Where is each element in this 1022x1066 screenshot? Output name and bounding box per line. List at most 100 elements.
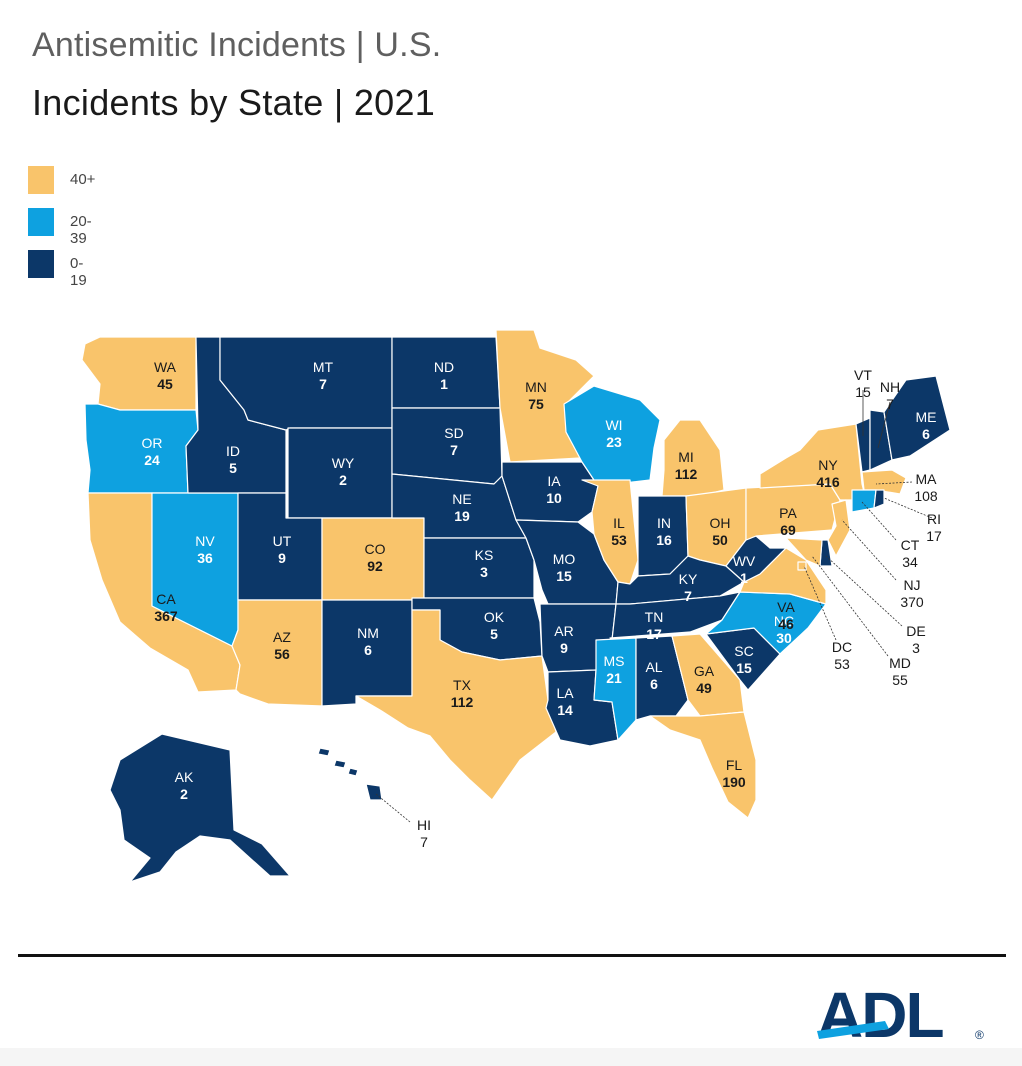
state-label-mo: MO — [553, 551, 576, 567]
state-value-wa: 45 — [157, 376, 173, 392]
state-label-wi: WI — [605, 417, 622, 433]
state-label-sd: SD — [444, 425, 463, 441]
state-value-ky: 7 — [684, 588, 692, 604]
state-label-nv: NV — [195, 533, 215, 549]
state-value-me: 6 — [922, 426, 930, 442]
state-value-ar: 9 — [560, 640, 568, 656]
state-value-ct: 34 — [902, 554, 918, 570]
state-label-mi: MI — [678, 449, 694, 465]
state-shape-ak — [109, 733, 291, 883]
state-label-id: ID — [226, 443, 240, 459]
state-shapes — [81, 329, 951, 883]
state-shape-hi-3 — [347, 767, 359, 777]
leader-line-ct — [861, 501, 897, 541]
state-labels: WA45OR24CA367NV36ID5MT7WY2UT9AZ56CO92NM6… — [142, 359, 942, 850]
state-label-ky: KY — [679, 571, 698, 587]
state-label-il: IL — [613, 515, 625, 531]
state-value-nh: 7 — [886, 396, 894, 412]
state-value-la: 14 — [557, 702, 573, 718]
state-value-il: 53 — [611, 532, 627, 548]
state-value-ma: 108 — [914, 488, 938, 504]
us-state-map: WA45OR24CA367NV36ID5MT7WY2UT9AZ56CO92NM6… — [81, 329, 951, 883]
state-shape-ri — [873, 489, 885, 509]
state-value-ga: 49 — [696, 680, 712, 696]
state-value-ok: 5 — [490, 626, 498, 642]
adl-logo-swoosh — [817, 1021, 889, 1039]
state-value-ak: 2 — [180, 786, 188, 802]
leader-line-de — [825, 555, 903, 627]
state-value-dc: 53 — [834, 656, 850, 672]
state-label-fl: FL — [726, 757, 743, 773]
state-value-nc: 30 — [776, 630, 792, 646]
state-value-de: 3 — [912, 640, 920, 656]
state-value-pa: 69 — [780, 522, 796, 538]
state-shape-il — [581, 479, 639, 585]
state-shape-mi — [661, 419, 725, 497]
state-label-wa: WA — [154, 359, 177, 375]
leader-lines — [375, 390, 933, 823]
state-label-ks: KS — [475, 547, 494, 563]
state-label-hi: HI — [417, 817, 431, 833]
legend-swatch-high — [28, 166, 54, 194]
state-value-wi: 23 — [606, 434, 622, 450]
state-label-la: LA — [556, 685, 574, 701]
state-shape-hi-1 — [317, 747, 331, 757]
state-label-ok: OK — [484, 609, 505, 625]
state-value-id: 5 — [229, 460, 237, 476]
state-value-or: 24 — [144, 452, 160, 468]
state-value-in: 16 — [656, 532, 672, 548]
legend-swatch-mid — [28, 208, 54, 236]
state-value-sc: 15 — [736, 660, 752, 676]
state-label-sc: SC — [734, 643, 753, 659]
state-label-ct: CT — [901, 537, 920, 553]
leader-line-nh — [877, 401, 891, 449]
state-label-mn: MN — [525, 379, 547, 395]
state-label-dc: DC — [832, 639, 852, 655]
state-label-pa: PA — [779, 505, 797, 521]
state-shape-hi-2 — [333, 759, 347, 769]
state-value-ri: 17 — [926, 528, 942, 544]
state-label-nc: NC — [774, 613, 794, 629]
state-value-oh: 50 — [712, 532, 728, 548]
state-label-or: OR — [142, 435, 163, 451]
state-label-vt: VT — [854, 367, 872, 383]
legend-swatch-low — [28, 250, 54, 278]
state-label-va: VA — [777, 599, 795, 615]
state-label-ga: GA — [694, 663, 715, 679]
state-value-ms: 21 — [606, 670, 622, 686]
state-label-md: MD — [889, 655, 911, 671]
leader-line-ma — [875, 481, 913, 485]
state-label-al: AL — [645, 659, 662, 675]
state-label-ri: RI — [927, 511, 941, 527]
state-label-nh: NH — [880, 379, 900, 395]
adl-logo: ADL ® — [817, 979, 984, 1051]
state-label-ca: CA — [156, 591, 176, 607]
state-value-ia: 10 — [546, 490, 562, 506]
state-label-wy: WY — [332, 455, 355, 471]
state-value-nj: 370 — [900, 594, 924, 610]
state-value-ks: 3 — [480, 564, 488, 580]
legend-label-high: 40+ — [70, 171, 96, 188]
state-value-ne: 19 — [454, 508, 470, 524]
state-value-mo: 15 — [556, 568, 572, 584]
legend-label-low: 0-19 — [70, 255, 87, 289]
state-label-nj: NJ — [903, 577, 920, 593]
state-shape-me — [883, 375, 951, 461]
adl-logo-registered: ® — [975, 1028, 984, 1042]
state-value-az: 56 — [274, 646, 290, 662]
state-value-va: 46 — [778, 616, 794, 632]
leader-line-dc — [803, 565, 837, 641]
state-label-nd: ND — [434, 359, 454, 375]
state-label-ia: IA — [547, 473, 561, 489]
state-label-ny: NY — [818, 457, 838, 473]
state-value-tn: 17 — [646, 626, 662, 642]
leader-line-hi — [375, 793, 411, 823]
state-value-md: 55 — [892, 672, 908, 688]
state-shape-wi — [563, 385, 661, 487]
state-label-ma: MA — [916, 471, 938, 487]
state-value-wy: 2 — [339, 472, 347, 488]
state-value-mt: 7 — [319, 376, 327, 392]
state-value-co: 92 — [367, 558, 383, 574]
state-value-nm: 6 — [364, 642, 372, 658]
state-label-ne: NE — [452, 491, 471, 507]
